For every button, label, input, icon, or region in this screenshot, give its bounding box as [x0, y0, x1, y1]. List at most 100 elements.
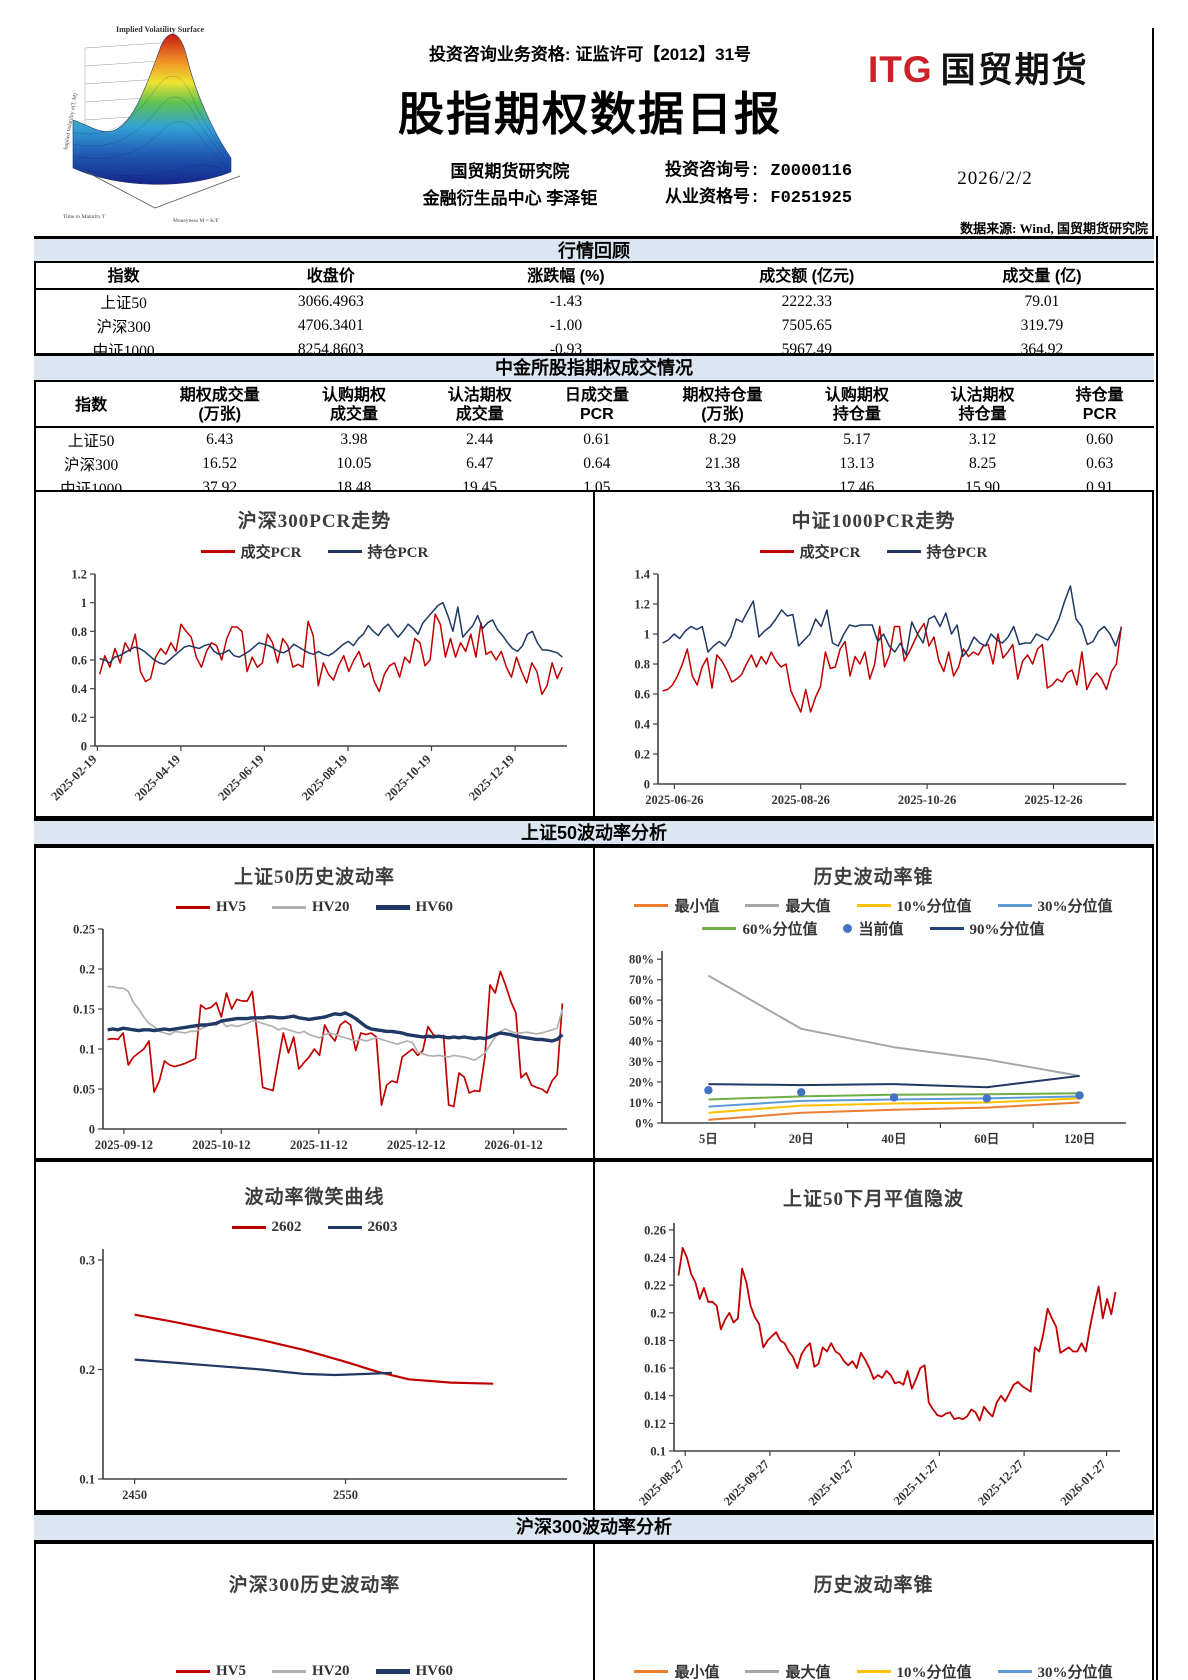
svg-text:0.05: 0.05	[73, 1083, 95, 1097]
cell: 沪深300	[96, 319, 151, 336]
legend-label: 成交PCR	[799, 545, 861, 561]
legend-item: 当前值	[843, 918, 904, 939]
svg-text:20日: 20日	[788, 1132, 813, 1146]
col-header: 成交额 (亿元)	[759, 268, 855, 285]
cell: 16.52	[202, 455, 238, 472]
legend-label: 最大值	[785, 1665, 831, 1680]
org-block: 国贸期货研究院 金融衍生品中心 李泽钜	[380, 158, 640, 212]
svg-text:0.4: 0.4	[634, 718, 650, 732]
table-row: 沪深300 4706.3401 -1.00 7505.65 319.79	[34, 314, 1154, 338]
cell: 2222.33	[781, 293, 832, 310]
legend-label: 30%分位值	[1037, 1665, 1113, 1680]
svg-text:2025-12-19: 2025-12-19	[466, 752, 517, 803]
legend-label: 10%分位值	[896, 1665, 972, 1680]
chart-canvas: 0 0.05 0.1 0.15 0.2 0.25 2025-09-12 2025-10-12 2…	[73, 923, 567, 1152]
col-header: 涨跌幅 (%)	[527, 268, 605, 285]
svg-text:50%: 50%	[629, 1014, 654, 1028]
legend-item: HV60	[375, 899, 453, 916]
hs300-hv-panel: 沪深300历史波动率 HV5 HV20 HV60	[36, 1544, 595, 1680]
svg-text:2026-01-27: 2026-01-27	[1057, 1457, 1108, 1508]
chart-title: 上证50历史波动率	[233, 867, 395, 888]
legend-line-swatch	[634, 904, 669, 907]
sse50-hv-panel: 上证50历史波动率 HV5 HV20 HV60 0 0.05 0.1 0.15 0.2 0.2…	[36, 848, 595, 1158]
chart-title: 上证50下月平值隐波	[782, 1189, 964, 1210]
legend-label: 最小值	[674, 899, 720, 915]
svg-text:30%: 30%	[629, 1055, 654, 1069]
page-border-segment	[1152, 28, 1154, 236]
svg-text:0.16: 0.16	[644, 1362, 666, 1376]
cell: 3.98	[340, 431, 368, 448]
section-sse50-volatility: 上证50波动率分析	[34, 818, 1154, 846]
legend-line-swatch	[886, 550, 921, 553]
table-row: 沪深300 16.52 10.05 6.47 0.64 21.38 13.13 8.25 0.6…	[34, 452, 1154, 476]
col-header: 期权成交量 (万张)	[179, 387, 260, 423]
itg-logo-name: 国贸期货	[940, 51, 1089, 90]
svg-text:0.2: 0.2	[71, 711, 87, 725]
svg-text:1: 1	[643, 628, 649, 642]
legend-label: 10%分位值	[896, 899, 972, 915]
legend-label: 30%分位值	[1037, 899, 1113, 915]
legend-line-swatch	[231, 1225, 266, 1229]
sse50-hv-chart: 0 0.05 0.1 0.15 0.2 0.25 2025-09-12 2025-10-12 2…	[49, 921, 581, 1157]
smile-chart: 0.1 0.2 0.3 2450 2550	[49, 1241, 581, 1507]
svg-text:2025-08-26: 2025-08-26	[771, 793, 829, 807]
cell: 3.12	[968, 431, 997, 448]
cell: 13.13	[839, 455, 875, 472]
cell: 上证50	[67, 433, 115, 450]
legend-dot-swatch	[843, 924, 853, 933]
svg-text:2550: 2550	[333, 1488, 358, 1502]
cell: 0.61	[583, 431, 611, 448]
svg-text:40日: 40日	[881, 1132, 906, 1146]
cell: 0.63	[1086, 455, 1114, 472]
legend-item: 最小值	[634, 895, 719, 916]
legend-label: HV5	[216, 1662, 246, 1679]
svg-text:2025-02-19: 2025-02-19	[49, 752, 100, 803]
svg-text:2025-10-26: 2025-10-26	[897, 793, 955, 807]
report-date: 2026/2/2	[957, 168, 1033, 189]
chart-title: 中证1000PCR走势	[791, 511, 956, 532]
legend-label: 成交PCR	[240, 545, 302, 561]
svg-text:2025-12-26: 2025-12-26	[1024, 793, 1082, 807]
col-header: 日成交量 PCR	[564, 387, 629, 423]
cell: 2.44	[466, 431, 494, 448]
legend-item: 30%分位值	[997, 1661, 1113, 1680]
cert-no: 从业资格号: F0251925	[665, 189, 853, 208]
market-review-table: 指数 收盘价 涨跌幅 (%) 成交额 (亿元) 成交量 (亿) 上证50 3066…	[34, 265, 1154, 364]
legend-item: 最大值	[745, 895, 831, 916]
legend-item: HV60	[375, 1663, 453, 1680]
cell: 0.60	[1086, 431, 1114, 448]
table-header-row: 指数 期权成交量 (万张) 认购期权 成交量 认沽期权 成交量 日成交量 PCR…	[34, 384, 1154, 427]
chart-legend: 成交PCR 持仓PCR	[595, 541, 1152, 562]
cell: 8.25	[968, 455, 997, 472]
table-row: 上证50 6.43 3.98 2.44 0.61 8.29 5.17 3.12 0.60	[34, 427, 1154, 452]
legend-item: 30%分位值	[997, 895, 1113, 916]
svg-text:0: 0	[88, 1123, 94, 1137]
org-line1: 国贸期货研究院	[450, 162, 570, 181]
legend-label: 60%分位值	[742, 922, 818, 938]
legend-label: HV20	[312, 1662, 350, 1679]
cell: 8.29	[708, 431, 737, 448]
chart-title: 沪深300PCR走势	[237, 511, 392, 532]
advisor-no: 投资咨询号: Z0000116	[665, 162, 853, 181]
pcr-charts-row: 沪深300PCR走势 成交PCR 持仓PCR 0 0.2 0.4 0.6 0.8 1 1.2 2…	[34, 490, 1154, 818]
surface-ylabel: Moneyness M = K/F	[173, 218, 219, 224]
cell: 319.79	[1020, 317, 1064, 334]
svg-text:0.1: 0.1	[79, 1043, 95, 1057]
svg-text:0.25: 0.25	[73, 923, 95, 937]
legend-item: 90%分位值	[929, 918, 1045, 939]
hs300-vol-row: 沪深300历史波动率 HV5 HV20 HV60 历史波动率锥 最小值 最大值 10%分…	[34, 1542, 1154, 1680]
legend-item: HV20	[272, 1663, 350, 1680]
cell: 6.43	[206, 431, 234, 448]
cell: 沪深300	[64, 457, 119, 474]
legend-line-swatch	[929, 927, 964, 930]
legend-line-swatch	[375, 904, 410, 910]
cell: -1.00	[549, 317, 583, 334]
legend-item: 持仓PCR	[327, 541, 428, 562]
col-header: 成交量 (亿)	[1002, 268, 1082, 285]
chart-legend: HV5 HV20 HV60	[36, 897, 593, 917]
cell: -1.43	[549, 293, 583, 310]
svg-text:0.4: 0.4	[71, 682, 87, 696]
chart-canvas: 0% 10% 20% 30% 40% 50% 60% 70% 80% 5日 20日 40日 60日 120…	[629, 951, 1126, 1146]
chart-canvas: 0.1 0.12 0.14 0.16 0.18 0.2 0.22 0.24 0.26 2025-0…	[636, 1223, 1120, 1508]
